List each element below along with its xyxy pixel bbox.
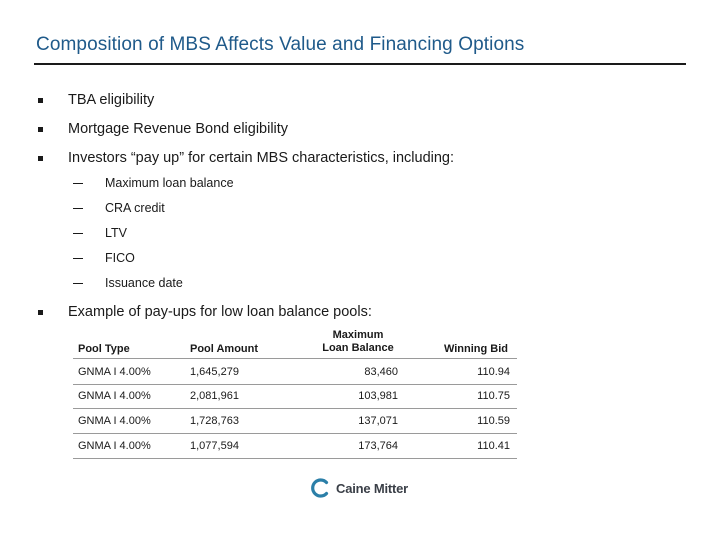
sub-bullet-text: FICO — [105, 251, 135, 265]
bullet-example: Example of pay-ups for low loan balance … — [36, 304, 372, 320]
row-divider — [73, 458, 517, 459]
cell-winning-bid: 110.41 — [477, 440, 510, 452]
header-max-line1: Maximum — [332, 329, 384, 341]
square-bullet-icon — [38, 155, 43, 161]
logo-text: Caine Mitter — [336, 480, 409, 496]
bullet-text: Mortgage Revenue Bond eligibility — [68, 121, 289, 137]
dash-bullet-icon — [73, 232, 83, 234]
cell-pool-amount: 1,077,594 — [190, 440, 239, 452]
cell-pool-amount: 1,645,279 — [190, 366, 239, 378]
bullet-mrb: Mortgage Revenue Bond eligibility — [36, 121, 288, 137]
sub-bullet-max-loan: Maximum loan balance — [71, 176, 234, 190]
header-max-line2: Loan Balance — [322, 342, 394, 354]
cell-pool-type: GNMA I 4.00% — [78, 366, 151, 378]
square-bullet-icon — [38, 309, 43, 315]
header-winning-bid: Winning Bid — [443, 343, 508, 355]
sub-bullet-fico: FICO — [71, 251, 135, 265]
cell-pool-type: GNMA I 4.00% — [78, 415, 151, 427]
cell-winning-bid: 110.94 — [477, 366, 510, 378]
header-pool-amount: Pool Amount — [190, 343, 259, 355]
slide-title: Composition of MBS Affects Value and Fin… — [36, 34, 525, 55]
header-divider — [73, 358, 517, 359]
sub-bullet-text: LTV — [105, 226, 127, 240]
sub-bullet-issuance: Issuance date — [71, 276, 183, 290]
dash-bullet-icon — [73, 257, 83, 259]
cell-pool-amount: 2,081,961 — [190, 390, 239, 402]
bullet-text: Example of pay-ups for low loan balance … — [68, 304, 372, 320]
title-divider — [34, 63, 686, 65]
sub-bullet-ltv: LTV — [71, 226, 127, 240]
header-max-loan-balance: Maximum Loan Balance — [318, 329, 398, 355]
sub-bullet-text: Maximum loan balance — [105, 176, 234, 190]
dash-bullet-icon — [73, 282, 83, 284]
logo-mark-icon — [311, 478, 329, 498]
row-divider — [73, 384, 517, 385]
cell-pool-type: GNMA I 4.00% — [78, 390, 151, 402]
cell-max-loan-balance: 173,764 — [358, 440, 398, 452]
company-logo: Caine Mitter — [311, 478, 408, 498]
cell-winning-bid: 110.75 — [477, 390, 510, 402]
square-bullet-icon — [38, 97, 43, 103]
cell-max-loan-balance: 103,981 — [358, 390, 398, 402]
cell-winning-bid: 110.59 — [477, 415, 510, 427]
sub-bullet-text: CRA credit — [105, 201, 165, 215]
bullet-investors: Investors “pay up” for certain MBS chara… — [36, 150, 454, 166]
row-divider — [73, 433, 517, 434]
sub-bullet-text: Issuance date — [105, 276, 183, 290]
bullet-text: TBA eligibility — [68, 92, 155, 108]
row-divider — [73, 408, 517, 409]
header-pool-type: Pool Type — [78, 343, 130, 355]
dash-bullet-icon — [73, 182, 83, 184]
sub-bullet-cra: CRA credit — [71, 201, 165, 215]
bullet-text: Investors “pay up” for certain MBS chara… — [68, 150, 455, 166]
cell-max-loan-balance: 83,460 — [364, 366, 398, 378]
bullet-tba: TBA eligibility — [36, 92, 154, 108]
square-bullet-icon — [38, 126, 43, 132]
dash-bullet-icon — [73, 207, 83, 209]
cell-pool-amount: 1,728,763 — [190, 415, 239, 427]
cell-max-loan-balance: 137,071 — [358, 415, 398, 427]
cell-pool-type: GNMA I 4.00% — [78, 440, 151, 452]
